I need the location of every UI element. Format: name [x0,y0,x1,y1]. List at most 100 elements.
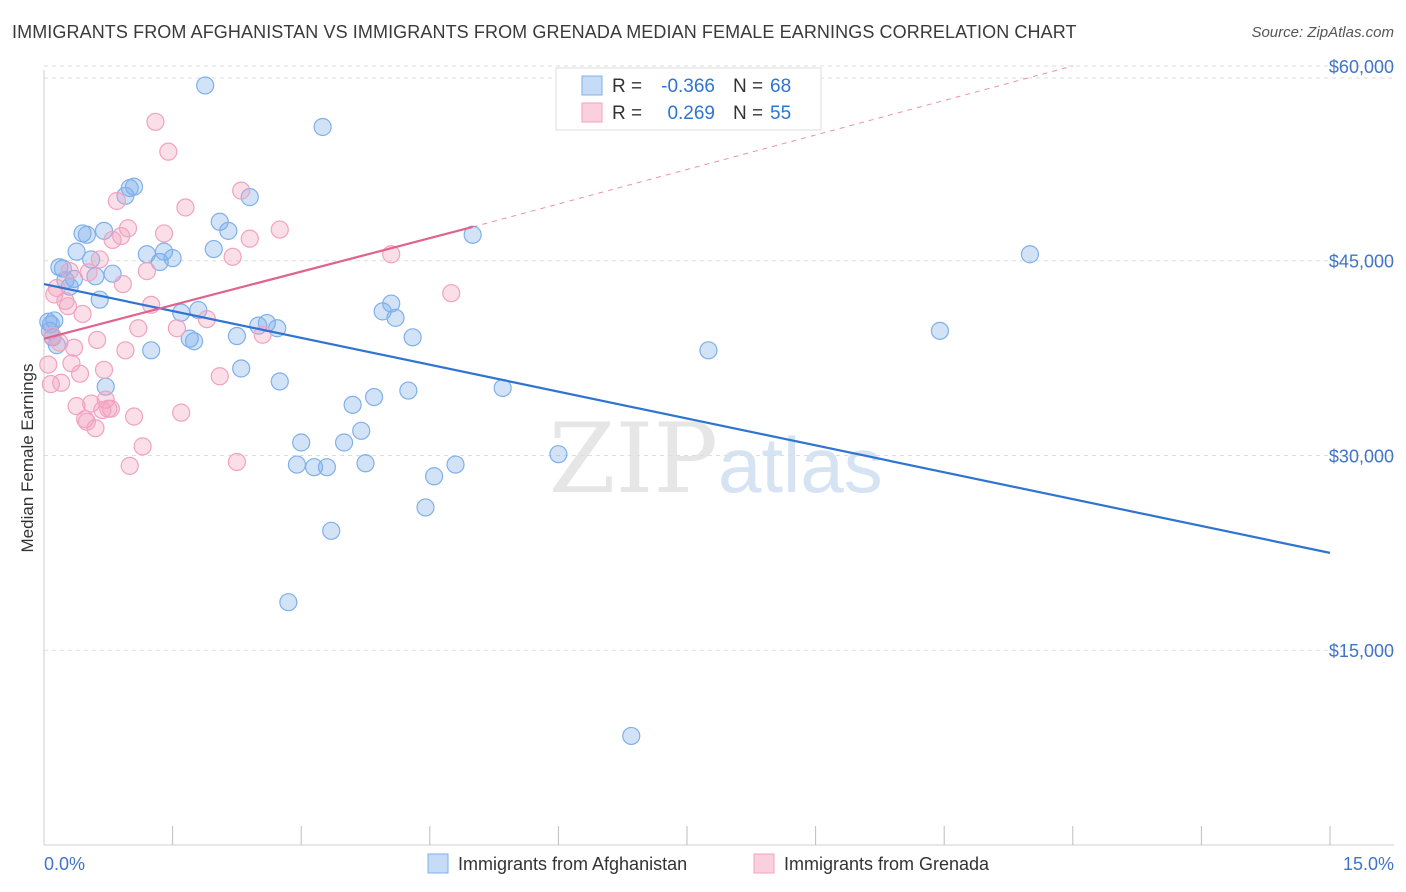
point-afghanistan [622,726,641,746]
point-grenada [107,191,126,211]
point-afghanistan [124,177,144,196]
stats-swatch-grenada [581,102,603,123]
point-afghanistan [219,221,238,240]
point-grenada [176,198,195,217]
point-grenada [86,419,105,438]
x-tick-label-min: 0.0% [44,854,85,874]
point-grenada [56,291,75,311]
chart-source: Source: ZipAtlas.com [1251,24,1394,41]
point-afghanistan [270,372,289,391]
point-afghanistan [232,359,251,378]
point-afghanistan [287,455,307,474]
point-afghanistan [399,381,418,400]
stats-r-value-grenada: 0.269 [667,103,715,124]
point-grenada [60,262,79,281]
point-afghanistan [403,328,422,347]
point-grenada [101,399,120,418]
y-axis-tick-labels: $15,000 $30,000 $45,000 $60,000 [1329,57,1394,661]
point-afghanistan [356,454,375,473]
point-afghanistan [382,294,401,313]
point-grenada [154,224,174,243]
point-afghanistan [364,387,384,407]
point-afghanistan [334,433,354,452]
point-grenada [129,319,148,338]
point-grenada [133,437,152,456]
point-afghanistan [699,341,718,360]
x-tick-label-max: 15.0% [1343,854,1394,874]
point-grenada [88,330,107,350]
stats-r-label-afghanistan: R = [612,76,642,97]
point-grenada [82,394,101,413]
point-grenada [227,452,246,472]
chart-title: IMMIGRANTS FROM AFGHANISTAN VS IMMIGRANT… [12,22,1077,42]
point-grenada [113,274,132,294]
point-afghanistan [317,458,337,477]
point-afghanistan [204,239,223,259]
point-grenada [70,364,90,383]
point-grenada [159,142,178,161]
y-axis-label: Median Female Earnings [18,364,37,553]
point-afghanistan [142,341,161,360]
x-axis-ticks [172,826,1331,845]
point-afghanistan [67,242,86,261]
point-grenada [146,112,165,131]
y-tick-label: $45,000 [1329,252,1394,272]
point-afghanistan [352,421,371,440]
point-afghanistan [292,433,311,452]
point-afghanistan [77,225,96,244]
point-afghanistan [163,249,182,268]
point-grenada [124,407,144,426]
point-grenada [58,297,78,316]
point-afghanistan [313,117,332,137]
legend-swatch-afghanistan [427,853,449,874]
point-afghanistan [304,458,324,477]
y-tick-label: $60,000 [1329,57,1394,77]
point-grenada [167,319,186,338]
trend-lines [43,65,1331,554]
point-grenada [39,355,58,374]
point-grenada [94,360,114,379]
point-afghanistan [386,308,405,327]
point-grenada [64,338,84,357]
watermark-atlas: atlas [718,421,883,509]
point-grenada [52,373,71,392]
trend-line-afghanistan [43,283,1331,554]
data-points [39,76,1040,746]
point-grenada [137,262,156,281]
point-grenada [240,229,259,248]
stats-n-value-afghanistan: 68 [770,76,791,97]
point-grenada [120,456,139,475]
point-grenada [270,220,289,239]
point-afghanistan [463,225,482,244]
stats-swatch-afghanistan [581,75,603,96]
point-grenada [90,250,109,269]
trend-line-extension-grenada [472,65,1073,228]
point-grenada [79,263,98,282]
point-grenada [223,247,242,266]
stats-n-value-grenada: 55 [770,103,791,124]
stats-n-label-afghanistan: N = [733,76,763,97]
point-grenada [118,219,138,238]
watermark-zip: ZIP [549,403,718,515]
point-grenada [172,403,191,422]
point-afghanistan [549,445,568,464]
legend-label-afghanistan: Immigrants from Afghanistan [458,854,687,874]
grid-lines [44,65,1394,651]
stats-r-label-grenada: R = [612,103,642,124]
point-grenada [210,367,229,386]
point-afghanistan [196,76,215,95]
legend-label-grenada: Immigrants from Grenada [784,854,990,874]
point-grenada [73,304,92,324]
point-afghanistan [343,395,362,414]
point-grenada [103,230,122,250]
point-afghanistan [279,593,298,612]
legend-swatch-grenada [753,853,775,874]
point-grenada [232,181,251,200]
stats-r-value-afghanistan: -0.366 [661,76,715,97]
y-tick-label: $30,000 [1329,446,1394,466]
point-afghanistan [184,332,204,351]
point-afghanistan [45,311,64,330]
point-afghanistan [416,498,435,517]
trend-line-grenada [43,225,473,340]
